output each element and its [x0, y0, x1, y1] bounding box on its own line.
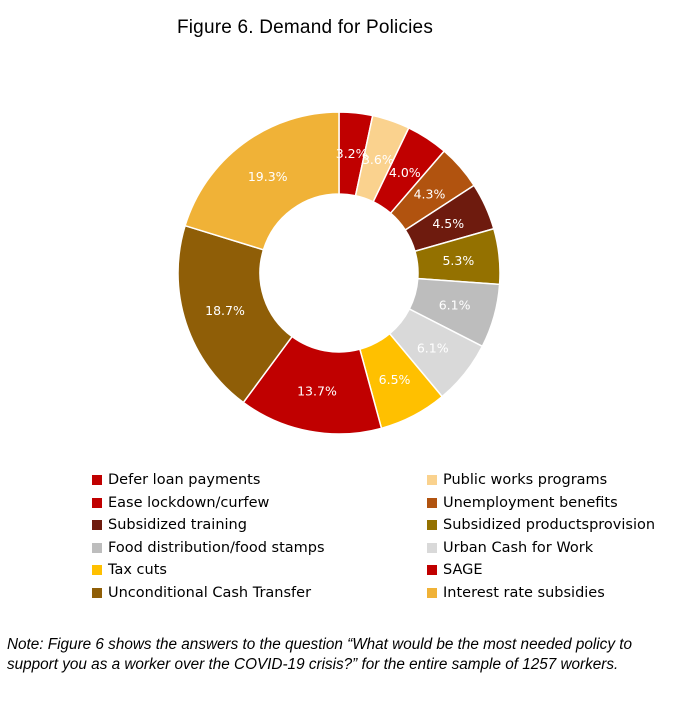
legend-item-sage: SAGE [427, 559, 483, 581]
data-label-subsidized-productsprovision: 5.3% [442, 253, 474, 268]
legend-item-defer-loan-payments: Defer loan payments [92, 469, 260, 491]
legend-swatch [92, 542, 102, 553]
data-label-public-works-programs: 3.6% [362, 152, 394, 167]
legend-swatch [92, 520, 102, 531]
data-label-urban-cash-for-work: 6.1% [417, 340, 449, 355]
legend-label: Subsidized productsprovision [443, 517, 656, 534]
legend-label: Tax cuts [108, 562, 167, 579]
legend-label: Unemployment benefits [443, 494, 618, 511]
legend-item-urban-cash-for-work: Urban Cash for Work [427, 537, 593, 559]
legend-swatch [427, 542, 437, 553]
legend-item-unconditional-cash-transfer: Unconditional Cash Transfer [92, 582, 311, 604]
legend-swatch [92, 497, 102, 508]
legend-label: Subsidized training [108, 517, 247, 534]
legend-swatch [427, 520, 437, 531]
legend-item-subsidized-productsprovision: Subsidized productsprovision [427, 514, 655, 536]
chart-title: Figure 6. Demand for Policies [176, 17, 434, 38]
data-label-interest-rate-subsidies: 19.3% [248, 169, 288, 184]
legend-item-public-works-programs: Public works programs [427, 469, 607, 491]
legend-item-ease-lockdown-curfew: Ease lockdown/curfew [92, 492, 269, 514]
legend-label: Public works programs [443, 472, 608, 488]
slice-unconditional-cash-transfer [177, 224, 294, 404]
legend-label: Ease lockdown/curfew [108, 494, 270, 511]
data-label-tax-cuts: 6.5% [379, 372, 411, 387]
data-label-food-distribution-food-stamps: 6.1% [439, 298, 471, 313]
legend-swatch [92, 588, 102, 598]
legend-swatch [427, 565, 437, 576]
legend-item-subsidized-training: Subsidized training [92, 514, 247, 536]
data-label-unemployment-benefits: 4.3% [414, 187, 446, 202]
legend-label: Defer loan payments [108, 472, 261, 488]
legend-label: Food distribution/food stamps [108, 539, 325, 556]
data-label-defer-loan-payments: 3.2% [336, 146, 368, 161]
legend-label: Unconditional Cash Transfer [108, 585, 312, 601]
figure-note: Note: Figure 6 shows the answers to the … [7, 636, 632, 673]
data-label-sage: 13.7% [297, 383, 337, 398]
data-label-ease-lockdown-curfew: 4.0% [389, 165, 421, 180]
slice-interest-rate-subsidies [184, 111, 340, 251]
legend-label: SAGE [443, 562, 483, 579]
donut-chart: 3.2%3.6%4.0% 4.3% 4.5% 5.3% 6.1% 6.1% 6.5% 13.7… [177, 111, 501, 435]
data-label-unconditional-cash-transfer: 18.7% [205, 303, 245, 318]
legend-item-unemployment-benefits: Unemployment benefits [427, 492, 618, 514]
legend-swatch [92, 475, 102, 485]
legend-label: Interest rate subsidies [443, 585, 605, 601]
legend-swatch [427, 588, 437, 598]
legend-swatch [92, 565, 102, 576]
data-label-subsidized-training: 4.5% [432, 216, 464, 231]
legend-label: Urban Cash for Work [443, 539, 594, 556]
legend-swatch [427, 475, 437, 485]
legend-swatch [427, 497, 437, 508]
legend-item-interest-rate-subsidies: Interest rate subsidies [427, 582, 605, 604]
legend-item-food-distribution-food-stamps: Food distribution/food stamps [92, 537, 325, 559]
legend-item-tax-cuts: Tax cuts [92, 559, 167, 581]
